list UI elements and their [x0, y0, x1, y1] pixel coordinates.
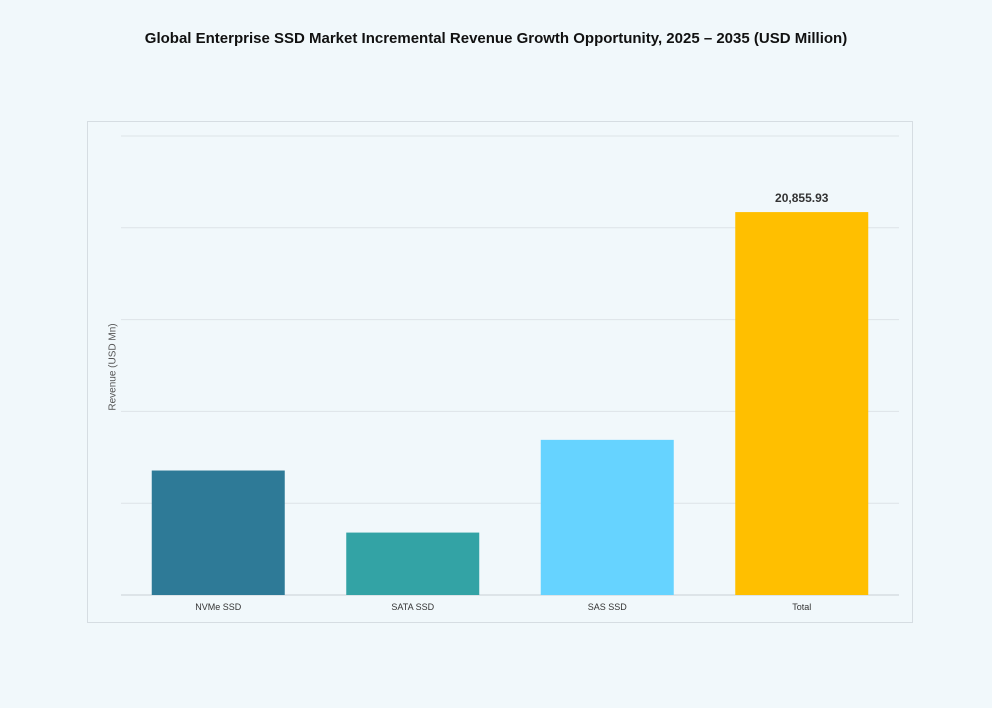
bar-sata-ssd — [346, 532, 480, 595]
x-tick-label: SATA SSD — [391, 602, 434, 612]
x-tick-label: SAS SSD — [588, 602, 628, 612]
bar-sas-ssd — [540, 439, 674, 595]
x-tick-label: Total — [792, 602, 811, 612]
chart-title: Global Enterprise SSD Market Incremental… — [144, 30, 848, 47]
x-tick-label: NVMe SSD — [195, 602, 242, 612]
data-label: 20,855.93 — [775, 191, 829, 205]
bar-total — [735, 212, 869, 595]
bar-nvme-ssd — [151, 470, 285, 595]
